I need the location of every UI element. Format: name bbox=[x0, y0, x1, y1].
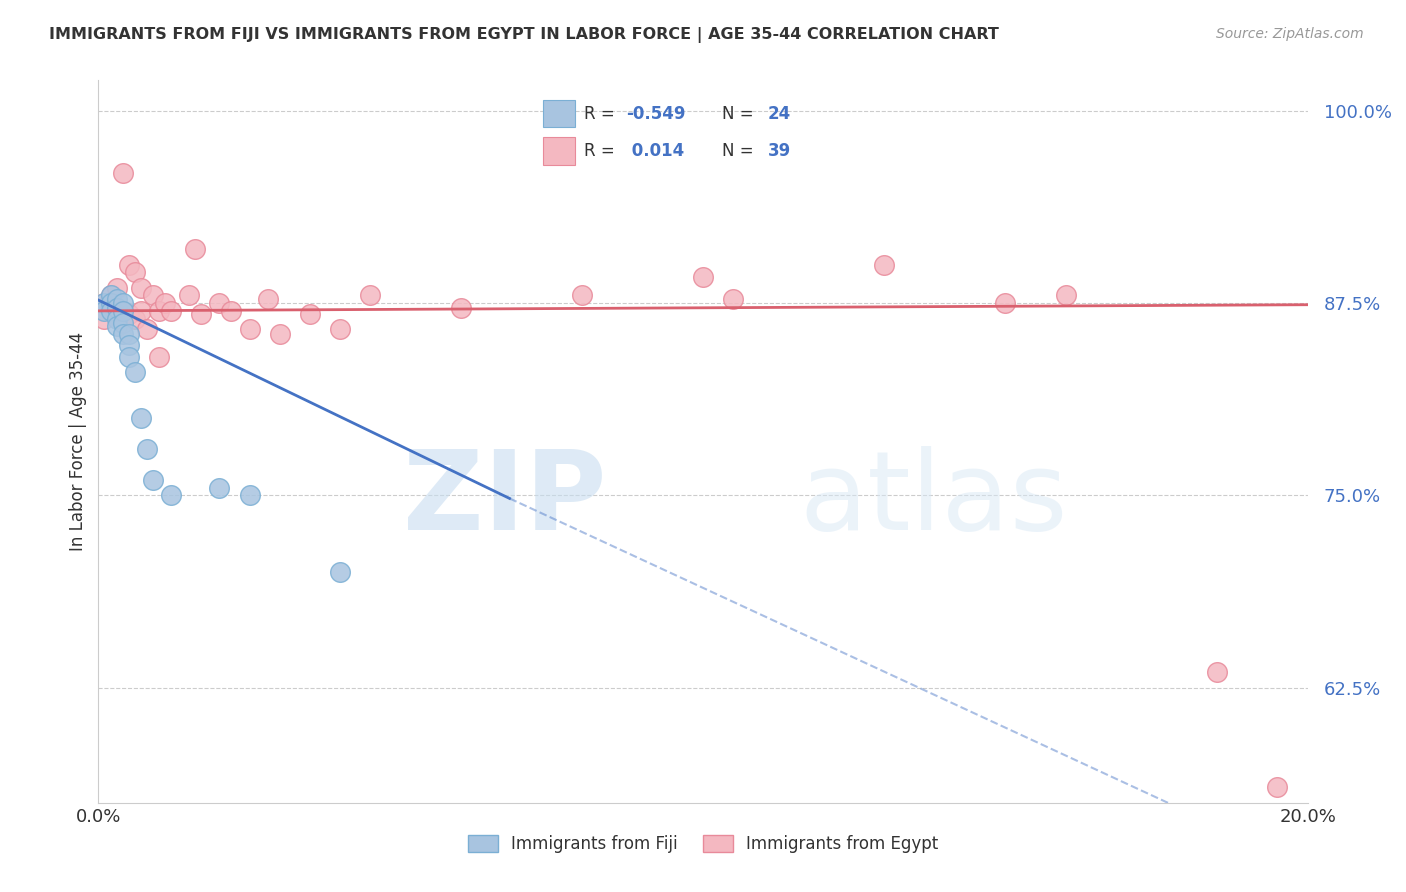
Point bbox=[1267, 780, 1289, 795]
Point bbox=[100, 296, 122, 310]
Point bbox=[105, 311, 128, 326]
Point bbox=[160, 488, 183, 502]
Point bbox=[1054, 288, 1077, 302]
Point bbox=[93, 311, 115, 326]
Point bbox=[160, 304, 183, 318]
Y-axis label: In Labor Force | Age 35-44: In Labor Force | Age 35-44 bbox=[69, 332, 87, 551]
Text: atlas: atlas bbox=[800, 446, 1069, 553]
Point bbox=[105, 319, 128, 334]
Point bbox=[118, 350, 141, 364]
Point bbox=[571, 288, 593, 302]
Point bbox=[329, 322, 352, 336]
Point bbox=[142, 473, 165, 487]
Point bbox=[135, 442, 157, 457]
Point bbox=[148, 350, 170, 364]
Point bbox=[153, 296, 176, 310]
Point bbox=[723, 292, 745, 306]
Point bbox=[124, 365, 146, 379]
Point bbox=[129, 304, 152, 318]
Point bbox=[179, 288, 201, 302]
Point bbox=[100, 288, 122, 302]
Point bbox=[100, 304, 122, 318]
Point bbox=[208, 481, 231, 495]
Point bbox=[299, 307, 322, 321]
Point bbox=[239, 322, 262, 336]
Point bbox=[148, 304, 170, 318]
Point bbox=[111, 296, 134, 310]
Point bbox=[142, 288, 165, 302]
Point bbox=[93, 296, 115, 310]
Point bbox=[118, 337, 141, 351]
Legend: Immigrants from Fiji, Immigrants from Egypt: Immigrants from Fiji, Immigrants from Eg… bbox=[461, 828, 945, 860]
Point bbox=[360, 288, 382, 302]
Point bbox=[124, 311, 146, 326]
Point bbox=[129, 281, 152, 295]
Point bbox=[111, 304, 134, 318]
Point bbox=[118, 307, 141, 321]
Text: IMMIGRANTS FROM FIJI VS IMMIGRANTS FROM EGYPT IN LABOR FORCE | AGE 35-44 CORRELA: IMMIGRANTS FROM FIJI VS IMMIGRANTS FROM … bbox=[49, 27, 1000, 43]
Point bbox=[190, 307, 212, 321]
Point bbox=[221, 304, 243, 318]
Point bbox=[100, 296, 122, 310]
Point bbox=[256, 292, 278, 306]
Point bbox=[135, 322, 157, 336]
Point bbox=[93, 296, 115, 310]
Point bbox=[111, 316, 134, 330]
Point bbox=[239, 488, 262, 502]
Point bbox=[105, 304, 128, 318]
Point bbox=[105, 301, 128, 315]
Point bbox=[105, 292, 128, 306]
Point bbox=[1206, 665, 1229, 680]
Point bbox=[329, 565, 352, 579]
Text: ZIP: ZIP bbox=[404, 446, 606, 553]
Point bbox=[692, 270, 714, 285]
Point bbox=[124, 265, 146, 279]
Text: Source: ZipAtlas.com: Source: ZipAtlas.com bbox=[1216, 27, 1364, 41]
Point bbox=[873, 258, 896, 272]
Point bbox=[208, 296, 231, 310]
Point bbox=[100, 288, 122, 302]
Point bbox=[111, 326, 134, 341]
Point bbox=[118, 258, 141, 272]
Point bbox=[184, 243, 207, 257]
Point bbox=[118, 326, 141, 341]
Point bbox=[105, 281, 128, 295]
Point bbox=[111, 165, 134, 179]
Point bbox=[129, 411, 152, 425]
Point bbox=[450, 301, 472, 315]
Point bbox=[93, 304, 115, 318]
Point bbox=[269, 326, 291, 341]
Point bbox=[994, 296, 1017, 310]
